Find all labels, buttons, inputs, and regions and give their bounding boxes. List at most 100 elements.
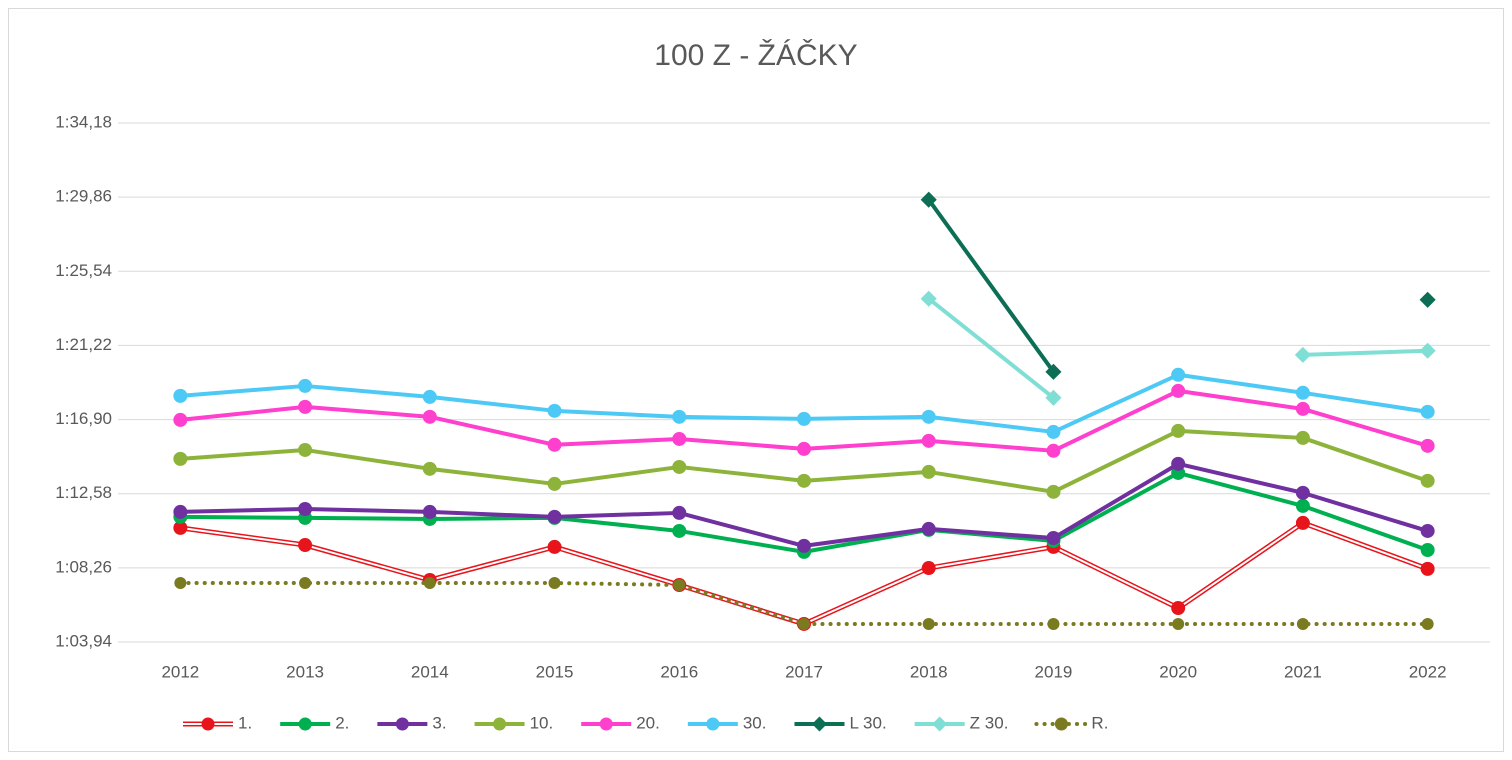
marker — [298, 378, 313, 393]
marker — [1295, 385, 1310, 400]
marker — [1046, 530, 1061, 545]
marker — [921, 561, 936, 576]
marker — [1419, 291, 1436, 308]
marker — [298, 538, 313, 553]
marker — [173, 388, 188, 403]
marker — [1047, 617, 1060, 630]
legend-marker — [1054, 717, 1068, 731]
legend-marker — [201, 717, 215, 731]
legend-item: 30. — [687, 713, 767, 732]
legend-item: Z 30. — [914, 713, 1009, 732]
y-tick-label: 1:34,18 — [55, 112, 112, 131]
marker — [548, 576, 561, 589]
x-tick-label: 2020 — [1159, 662, 1197, 681]
legend-marker — [599, 717, 613, 731]
marker — [298, 399, 313, 414]
legend-item: 1. — [183, 713, 252, 732]
marker — [1295, 515, 1310, 530]
marker — [922, 617, 935, 630]
marker — [1420, 561, 1435, 576]
legend-label: 3. — [432, 713, 446, 732]
series-line — [178, 580, 1430, 626]
x-tick-label: 2018 — [910, 662, 948, 681]
series-line — [927, 297, 1428, 400]
x-tick-label: 2022 — [1409, 662, 1447, 681]
legend-item: 2. — [280, 713, 349, 732]
marker — [298, 501, 313, 516]
legend-marker — [493, 717, 507, 731]
y-tick-label: 1:21,22 — [55, 335, 112, 354]
legend-marker — [395, 717, 409, 731]
legend-item: 10. — [474, 713, 554, 732]
marker — [797, 441, 811, 456]
y-tick-label: 1:12,58 — [55, 483, 112, 502]
marker — [1421, 617, 1434, 630]
x-tick-label: 2015 — [536, 662, 574, 681]
marker — [1295, 401, 1310, 416]
marker — [672, 505, 687, 520]
y-tick-label: 1:03,94 — [55, 631, 112, 650]
marker — [1171, 601, 1186, 616]
marker — [797, 473, 811, 488]
marker — [920, 290, 937, 307]
marker — [1296, 617, 1309, 630]
marker — [547, 403, 562, 418]
marker — [1171, 367, 1186, 382]
marker — [547, 539, 562, 554]
marker — [672, 523, 687, 538]
marker — [797, 538, 811, 553]
legend-item: L 30. — [794, 713, 887, 732]
legend-item: R. — [1034, 713, 1108, 732]
x-tick-label: 2012 — [161, 662, 199, 681]
x-tick-label: 2016 — [660, 662, 698, 681]
marker — [422, 389, 437, 404]
marker — [1420, 543, 1435, 558]
marker — [1045, 363, 1062, 380]
marker — [547, 509, 562, 524]
y-tick-label: 1:08,26 — [55, 557, 112, 576]
marker — [547, 437, 562, 452]
marker — [1045, 389, 1062, 406]
marker — [1420, 404, 1435, 419]
marker — [1046, 424, 1061, 439]
y-tick-label: 1:25,54 — [55, 261, 112, 280]
marker — [1171, 456, 1186, 471]
legend-marker — [706, 717, 720, 731]
marker — [298, 442, 313, 457]
marker — [1172, 617, 1185, 630]
marker — [173, 451, 188, 466]
marker — [547, 476, 562, 491]
legend-label: 10. — [530, 713, 554, 732]
legend-item: 3. — [377, 713, 447, 732]
marker — [1295, 430, 1310, 445]
marker — [672, 459, 687, 474]
marker — [299, 576, 312, 589]
legend-label: 30. — [743, 713, 767, 732]
marker — [173, 520, 188, 535]
marker — [1171, 423, 1186, 438]
x-tick-label: 2014 — [411, 662, 449, 681]
marker — [1046, 443, 1061, 458]
marker — [797, 411, 811, 426]
legend-label: Z 30. — [970, 713, 1009, 732]
legend-label: 1. — [238, 713, 252, 732]
marker — [1419, 342, 1436, 359]
x-tick-label: 2017 — [785, 662, 823, 681]
legend-label: R. — [1091, 713, 1108, 732]
marker — [1294, 346, 1311, 363]
marker — [422, 461, 437, 476]
x-tick-label: 2013 — [286, 662, 324, 681]
marker — [1046, 484, 1061, 499]
x-tick-label: 2021 — [1284, 662, 1322, 681]
marker — [1420, 473, 1435, 488]
marker — [1295, 485, 1310, 500]
marker — [174, 576, 187, 589]
x-tick-label: 2019 — [1035, 662, 1073, 681]
marker — [921, 464, 936, 479]
legend-marker — [812, 716, 827, 732]
marker — [423, 576, 436, 589]
marker — [921, 433, 936, 448]
marker — [920, 191, 937, 208]
